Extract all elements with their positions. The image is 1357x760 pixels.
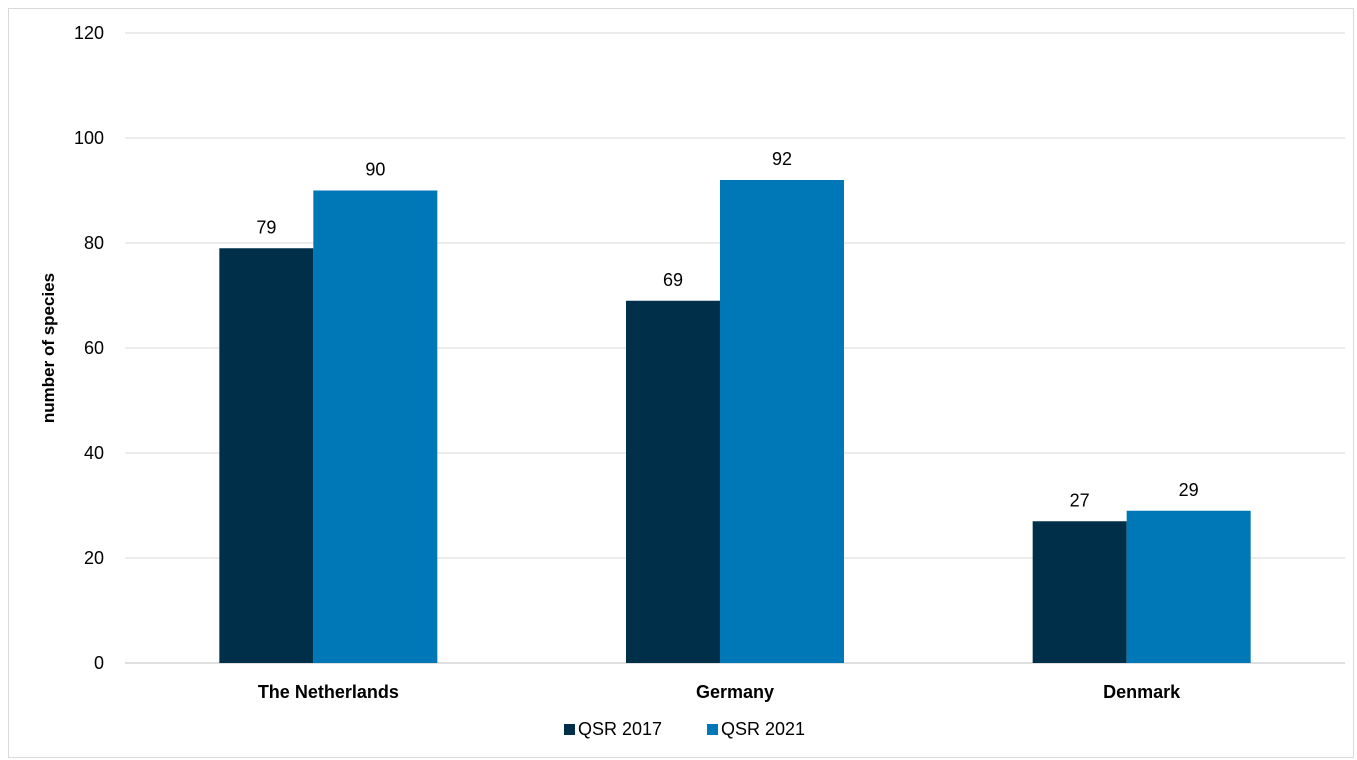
y-tick-label: 100: [74, 128, 104, 148]
data-label: 29: [1179, 480, 1199, 500]
bars: [219, 180, 1251, 663]
y-tick-label: 80: [84, 233, 104, 253]
bar-qsr2017-1: [626, 300, 720, 663]
y-tick-label: 0: [94, 653, 104, 673]
legend-item: QSR 2021: [707, 719, 805, 739]
legend-item: QSR 2017: [564, 719, 662, 739]
legend-label: QSR 2021: [721, 719, 805, 739]
bar-qsr2017-0: [219, 248, 314, 663]
y-tick-label: 40: [84, 443, 104, 463]
data-label: 90: [365, 160, 385, 180]
data-label: 69: [663, 270, 683, 290]
y-tick-label: 60: [84, 338, 104, 358]
bar-qsr2017-2: [1032, 521, 1127, 663]
x-category-label: The Netherlands: [258, 682, 399, 702]
legend: QSR 2017 QSR 2021: [564, 719, 805, 739]
data-label: 27: [1070, 490, 1090, 510]
x-category-label: Denmark: [1103, 682, 1181, 702]
y-tick-label: 120: [74, 23, 104, 43]
data-labels: 79 90 69 92 27 29: [256, 149, 1198, 510]
x-category-label: Germany: [696, 682, 774, 702]
y-tick-label: 20: [84, 548, 104, 568]
y-axis-title: number of species: [39, 273, 58, 423]
bar-qsr2021-0: [313, 190, 438, 663]
legend-swatch: [707, 724, 718, 735]
data-label: 92: [772, 149, 792, 169]
legend-swatch: [564, 724, 575, 735]
bar-qsr2021-2: [1126, 510, 1251, 663]
bar-qsr2021-1: [720, 180, 844, 663]
x-axis-categories: The Netherlands Germany Denmark: [258, 682, 1181, 702]
legend-label: QSR 2017: [578, 719, 662, 739]
data-label: 79: [256, 217, 276, 237]
y-axis-ticks: 0 20 40 60 80 100 120: [74, 23, 104, 673]
